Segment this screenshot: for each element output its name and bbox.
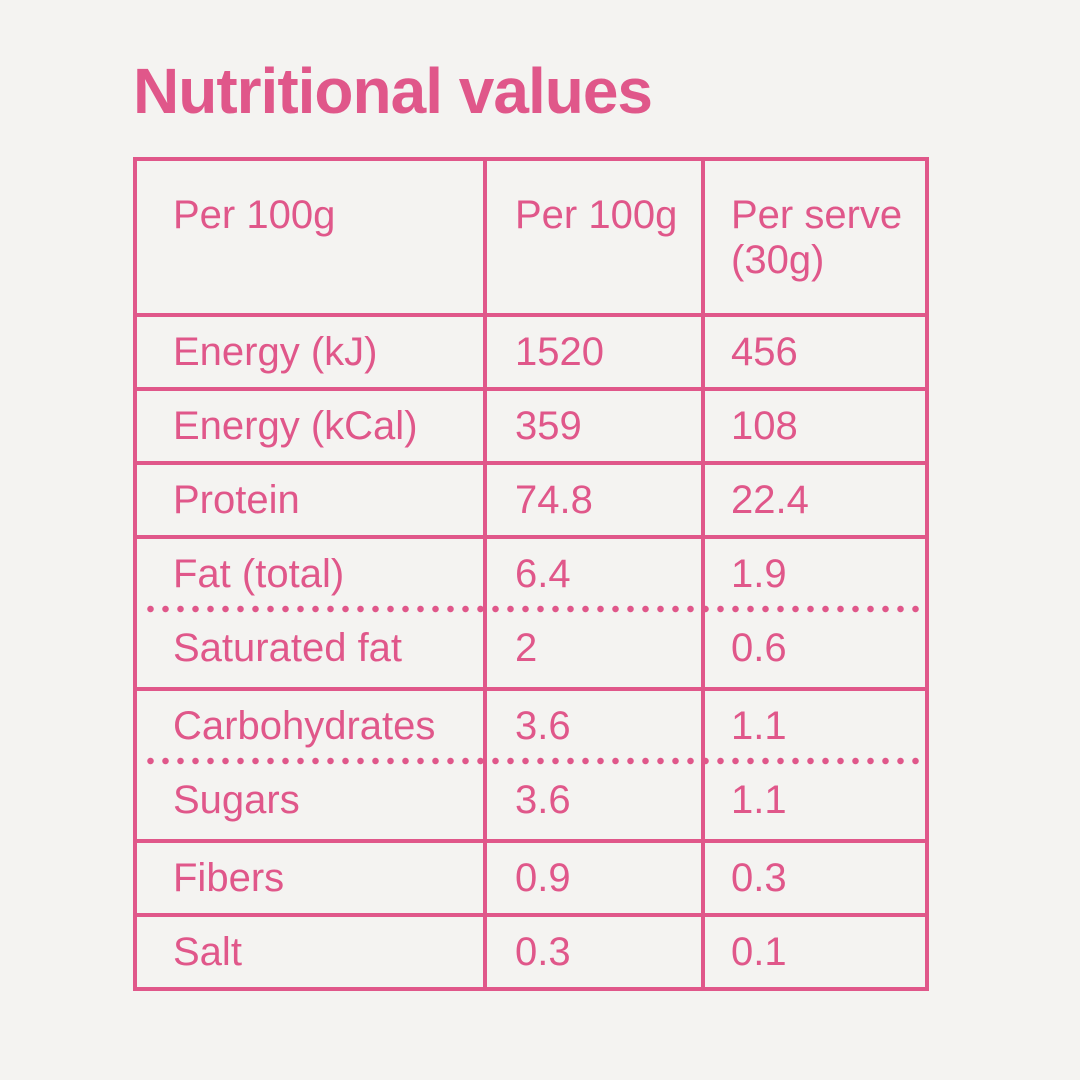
per-100g-value: 359 [483, 391, 701, 461]
per-serve-value: 108 [701, 391, 925, 461]
per-serve-value: 1.9 [701, 539, 925, 609]
nutrient-label: Carbohydrates [173, 703, 436, 748]
page-title: Nutritional values [133, 55, 653, 127]
nutrient-label: Energy (kJ) [173, 329, 378, 374]
per-serve-value: 0.3 [701, 843, 925, 913]
nutrient-label: Sugars [173, 777, 300, 822]
per-100g-value: 0.3 [483, 917, 701, 987]
table-header-row: Per 100g Per 100g Per serve (30g) [137, 161, 925, 313]
table-row: Salt 0.3 0.1 [137, 913, 925, 987]
table-row: Fat (total) 6.4 1.9 [137, 535, 925, 609]
nutrient-label: Protein [173, 477, 300, 522]
per-serve-value: 22.4 [701, 465, 925, 535]
table-row: Protein 74.8 22.4 [137, 461, 925, 535]
table-row: Energy (kJ) 1520 456 [137, 313, 925, 387]
per-100g-value: 3.6 [483, 761, 701, 839]
nutrient-label: Fat (total) [173, 551, 345, 596]
per-serve-value: 1.1 [701, 761, 925, 839]
per-serve-value: 0.6 [701, 609, 925, 687]
table-row: Sugars 3.6 1.1 [137, 757, 925, 839]
table-row: Energy (kCal) 359 108 [137, 387, 925, 461]
nutrient-label: Salt [173, 929, 242, 974]
table-row: Carbohydrates 3.6 1.1 [137, 687, 925, 761]
header-cell-per-serve: Per serve (30g) [701, 161, 925, 313]
table-row: Saturated fat 2 0.6 [137, 605, 925, 687]
nutrition-table: Per 100g Per 100g Per serve (30g) Energy… [133, 157, 929, 991]
nutrient-label: Saturated fat [173, 625, 403, 670]
header-cell-nutrient: Per 100g [173, 193, 336, 237]
nutrient-label: Energy (kCal) [173, 403, 418, 448]
per-100g-value: 6.4 [483, 539, 701, 609]
per-100g-value: 2 [483, 609, 701, 687]
per-serve-value: 1.1 [701, 691, 925, 761]
per-100g-value: 3.6 [483, 691, 701, 761]
per-serve-value: 456 [701, 317, 925, 387]
per-serve-value: 0.1 [701, 917, 925, 987]
per-100g-value: 74.8 [483, 465, 701, 535]
per-100g-value: 1520 [483, 317, 701, 387]
header-cell-per-100g: Per 100g [483, 161, 701, 313]
table-body: Energy (kJ) 1520 456 Energy (kCal) 359 1… [137, 313, 925, 987]
nutrient-label: Fibers [173, 855, 285, 900]
per-100g-value: 0.9 [483, 843, 701, 913]
table-row: Fibers 0.9 0.3 [137, 839, 925, 913]
